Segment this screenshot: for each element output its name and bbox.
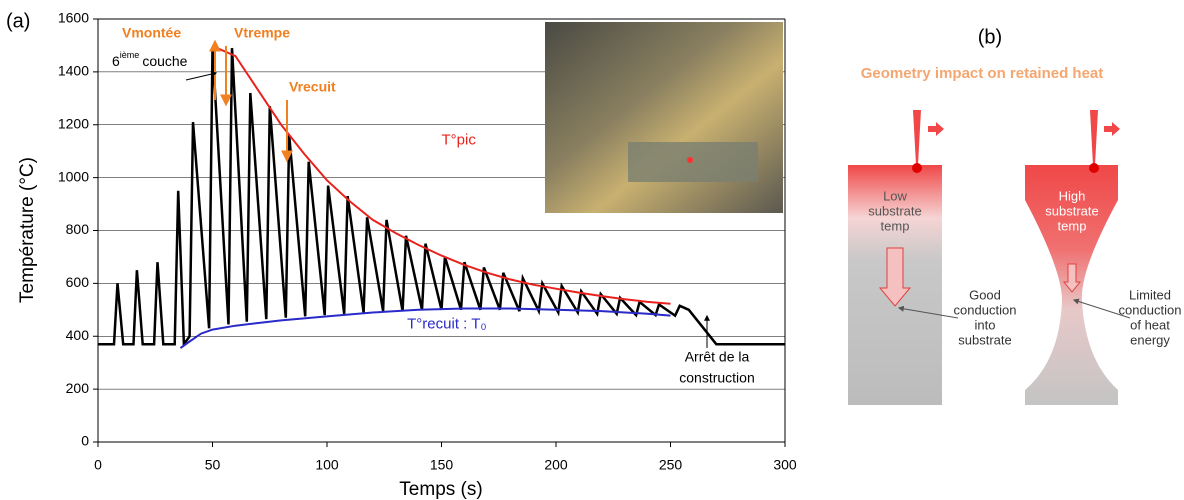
pointer <box>185 71 218 81</box>
y-tick-label: 1000 <box>58 168 89 184</box>
annotation: Vtrempe <box>234 25 290 41</box>
nozzle <box>913 110 921 165</box>
series-label: T°pic <box>442 132 477 149</box>
annotation: construction <box>679 370 754 386</box>
diagram-text: High <box>1059 188 1086 203</box>
y-tick-label: 1200 <box>58 115 89 131</box>
photo-part <box>628 142 758 182</box>
annotation-part: 6 <box>112 53 120 69</box>
annotation: 6ième couche <box>112 50 188 68</box>
photo-laser <box>687 157 693 163</box>
annotation: Vmontée <box>122 25 181 41</box>
panel-label: (b) <box>978 26 1002 48</box>
melt-pool <box>1089 163 1099 173</box>
series-line <box>179 307 671 349</box>
motion-arrow <box>1104 122 1120 136</box>
series-label: T°recuit : T₀ <box>407 315 486 332</box>
pointer <box>1072 298 1131 319</box>
diagram-text: energy <box>1130 332 1170 347</box>
nozzle <box>1090 110 1098 165</box>
diagram-text: substrate <box>868 203 921 218</box>
y-tick-label: 0 <box>81 433 89 449</box>
y-tick-label: 600 <box>66 274 90 290</box>
x-tick-label: 100 <box>315 457 339 473</box>
diagram-text: Good <box>969 287 1001 302</box>
diagram-text: conduction <box>954 302 1017 317</box>
y-axis-title: Température (°C) <box>17 157 38 303</box>
diagram-text: conduction <box>1119 302 1182 317</box>
panel-b: (b) Geometry impact on retained heat Low… <box>848 26 1181 405</box>
x-tick-label: 250 <box>659 457 683 473</box>
diagram-text: Low <box>883 188 907 203</box>
annotation-part: ième <box>120 50 140 60</box>
photo-inset <box>545 22 783 213</box>
diagram-text: temp <box>1058 218 1087 233</box>
y-tick-label: 400 <box>66 327 90 343</box>
diagram-text: substrate <box>958 332 1011 347</box>
diagram-text: of heat <box>1130 317 1170 332</box>
y-tick-label: 1400 <box>58 63 89 79</box>
annotation-part: couche <box>142 53 187 69</box>
x-tick-label: 0 <box>94 457 102 473</box>
motion-arrow <box>928 122 944 136</box>
x-tick-label: 150 <box>430 457 454 473</box>
annotation: Arrêt de la <box>685 349 750 365</box>
y-tick-label: 1600 <box>58 10 89 26</box>
x-axis-title: Temps (s) <box>399 479 482 500</box>
panel-label: (a) <box>6 10 30 32</box>
diagram-text: Limited <box>1129 287 1171 302</box>
x-tick-label: 200 <box>544 457 568 473</box>
diagram-text: substrate <box>1045 203 1098 218</box>
x-tick-label: 50 <box>205 457 221 473</box>
heat-arrow <box>878 247 912 307</box>
series-line <box>98 48 785 348</box>
series-line <box>216 47 671 305</box>
melt-pool <box>912 163 922 173</box>
heat-arrow <box>1062 263 1082 293</box>
chart-a: (a) Température (°C) Temps (s) 020040060… <box>6 10 797 500</box>
annotation: Vrecuit <box>289 79 336 95</box>
y-tick-label: 800 <box>66 221 90 237</box>
diagram-text: temp <box>881 218 910 233</box>
pointer <box>897 305 959 319</box>
y-tick-label: 200 <box>66 380 90 396</box>
diagram-title: Geometry impact on retained heat <box>861 65 1104 82</box>
diagram-text: into <box>975 317 996 332</box>
x-tick-label: 300 <box>773 457 797 473</box>
